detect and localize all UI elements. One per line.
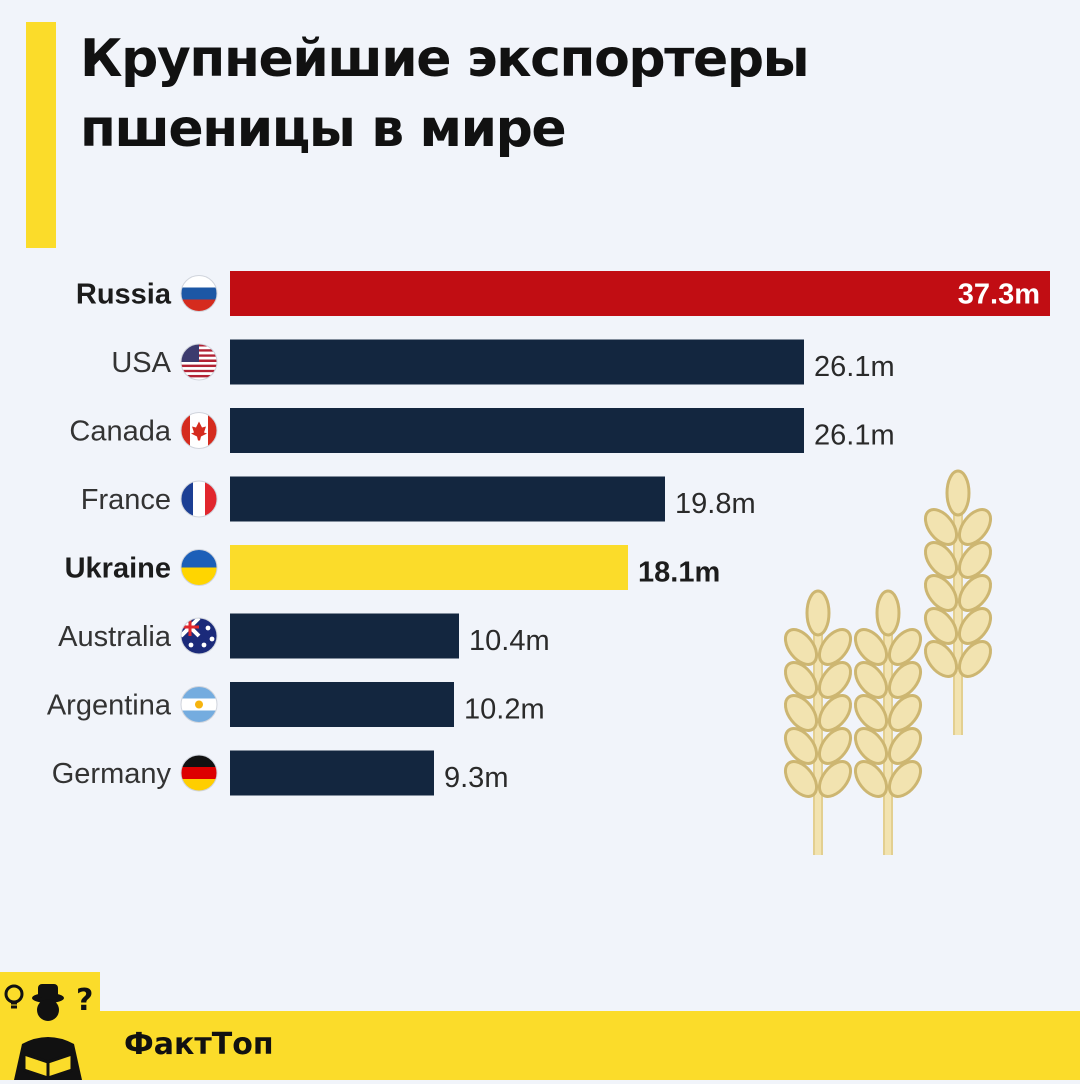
value-label-germany: 9.3m bbox=[444, 762, 508, 794]
title-line-1: Крупнейшие экспортеры bbox=[80, 29, 810, 89]
bar-ukraine bbox=[230, 545, 628, 590]
value-label-canada: 26.1m bbox=[814, 420, 895, 452]
category-label-france: France bbox=[81, 484, 171, 516]
category-label-russia: Russia bbox=[76, 279, 172, 311]
usa-flag-icon bbox=[180, 343, 218, 381]
bar-chart: Russia 37.3m USA 26.1m Canada 26.1m France 19.8… bbox=[47, 271, 1050, 960]
title-line-2: пшеницы в мире bbox=[80, 99, 567, 159]
ukraine-flag-icon bbox=[180, 549, 218, 586]
page-title: Крупнейшие экспортеры пшеницы в мире bbox=[80, 24, 1040, 164]
germany-flag-icon bbox=[180, 754, 218, 792]
value-label-russia: 37.3m bbox=[958, 279, 1040, 311]
value-label-ukraine: 18.1m bbox=[638, 557, 720, 589]
canada-flag-icon bbox=[180, 412, 218, 449]
book-icon bbox=[22, 1051, 74, 1080]
category-label-usa: USA bbox=[111, 347, 171, 379]
bar-usa bbox=[230, 339, 804, 385]
category-label-australia: Australia bbox=[58, 621, 172, 653]
australia-flag-icon bbox=[180, 617, 218, 655]
category-label-germany: Germany bbox=[52, 758, 172, 790]
value-label-usa: 26.1m bbox=[814, 351, 895, 383]
bar-germany bbox=[230, 750, 434, 796]
france-flag-icon bbox=[180, 480, 218, 518]
bar-canada bbox=[230, 408, 804, 453]
value-label-france: 19.8m bbox=[675, 488, 756, 520]
logo-icon: ? bbox=[0, 972, 100, 1080]
footer-bar bbox=[0, 1011, 1080, 1080]
question-mark-icon: ? bbox=[76, 983, 93, 1018]
russia-flag-icon bbox=[180, 275, 218, 312]
bar-australia bbox=[230, 613, 459, 659]
value-label-argentina: 10.2m bbox=[464, 694, 545, 726]
wheat-icon bbox=[779, 471, 997, 855]
argentina-flag-icon bbox=[180, 686, 218, 723]
bar-france bbox=[230, 476, 665, 522]
value-label-australia: 10.4m bbox=[469, 625, 550, 657]
category-label-canada: Canada bbox=[69, 416, 171, 448]
brand-name: ФактТоп bbox=[124, 1027, 274, 1062]
title-accent-bar bbox=[26, 22, 56, 248]
category-label-argentina: Argentina bbox=[47, 690, 172, 722]
category-label-ukraine: Ukraine bbox=[65, 553, 171, 585]
bar-argentina bbox=[230, 682, 454, 727]
bar-russia bbox=[230, 271, 1050, 316]
lightbulb-icon bbox=[4, 984, 24, 1009]
